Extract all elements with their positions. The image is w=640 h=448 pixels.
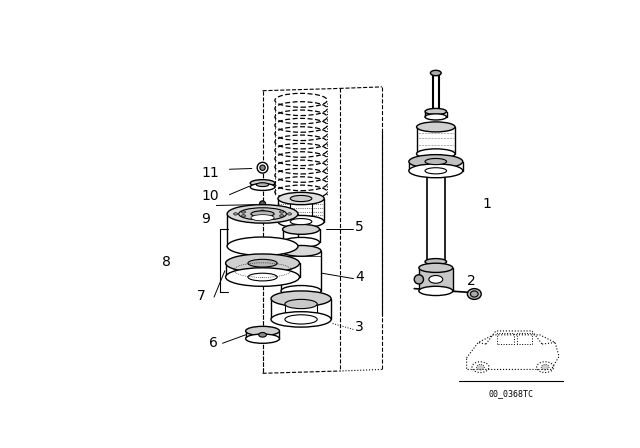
Ellipse shape bbox=[291, 219, 312, 225]
Ellipse shape bbox=[260, 165, 265, 170]
Ellipse shape bbox=[246, 326, 280, 336]
Text: 8: 8 bbox=[163, 254, 172, 269]
Ellipse shape bbox=[260, 215, 264, 218]
Ellipse shape bbox=[248, 273, 277, 281]
Text: 5: 5 bbox=[355, 220, 364, 234]
Text: 7: 7 bbox=[197, 289, 206, 303]
Ellipse shape bbox=[425, 114, 447, 120]
Ellipse shape bbox=[241, 211, 245, 213]
Ellipse shape bbox=[271, 312, 331, 327]
Ellipse shape bbox=[278, 215, 324, 228]
Ellipse shape bbox=[425, 168, 447, 174]
Ellipse shape bbox=[278, 192, 324, 205]
Ellipse shape bbox=[260, 210, 264, 212]
Ellipse shape bbox=[417, 122, 455, 132]
Ellipse shape bbox=[285, 315, 317, 324]
Ellipse shape bbox=[281, 285, 321, 296]
Text: 00_0368TC: 00_0368TC bbox=[488, 389, 533, 398]
Ellipse shape bbox=[280, 211, 284, 213]
Ellipse shape bbox=[291, 195, 312, 202]
Text: 10: 10 bbox=[201, 189, 219, 203]
Ellipse shape bbox=[281, 246, 321, 256]
Ellipse shape bbox=[287, 213, 291, 215]
Ellipse shape bbox=[271, 291, 331, 306]
Ellipse shape bbox=[259, 332, 266, 337]
Ellipse shape bbox=[429, 276, 443, 283]
Text: 6: 6 bbox=[209, 336, 218, 349]
Ellipse shape bbox=[425, 265, 447, 271]
Ellipse shape bbox=[425, 159, 447, 165]
Ellipse shape bbox=[227, 237, 298, 255]
Ellipse shape bbox=[251, 215, 274, 221]
Ellipse shape bbox=[250, 180, 275, 186]
Text: 1: 1 bbox=[482, 197, 491, 211]
Ellipse shape bbox=[283, 237, 319, 247]
Ellipse shape bbox=[280, 215, 284, 217]
Text: 3: 3 bbox=[355, 320, 364, 334]
Ellipse shape bbox=[425, 258, 447, 265]
Ellipse shape bbox=[239, 208, 287, 220]
Bar bbox=[419, 268, 452, 291]
Ellipse shape bbox=[285, 299, 317, 309]
Ellipse shape bbox=[419, 263, 452, 272]
Ellipse shape bbox=[257, 162, 268, 173]
Ellipse shape bbox=[419, 286, 452, 296]
Ellipse shape bbox=[431, 70, 441, 76]
Ellipse shape bbox=[250, 184, 275, 190]
Ellipse shape bbox=[259, 201, 266, 207]
Ellipse shape bbox=[425, 108, 447, 115]
Ellipse shape bbox=[225, 268, 300, 286]
Ellipse shape bbox=[241, 215, 245, 217]
Ellipse shape bbox=[283, 224, 319, 234]
Ellipse shape bbox=[477, 365, 484, 370]
Ellipse shape bbox=[227, 205, 298, 223]
Ellipse shape bbox=[541, 365, 549, 370]
Ellipse shape bbox=[246, 334, 280, 343]
Text: 4: 4 bbox=[355, 270, 364, 284]
Ellipse shape bbox=[409, 155, 463, 168]
Ellipse shape bbox=[414, 275, 424, 284]
Ellipse shape bbox=[467, 289, 481, 299]
Ellipse shape bbox=[225, 254, 300, 272]
Text: 9: 9 bbox=[201, 212, 210, 226]
Ellipse shape bbox=[251, 211, 274, 217]
Text: 2: 2 bbox=[467, 274, 476, 288]
Ellipse shape bbox=[409, 164, 463, 178]
Ellipse shape bbox=[257, 183, 269, 186]
Ellipse shape bbox=[470, 291, 478, 297]
Ellipse shape bbox=[417, 149, 455, 159]
Ellipse shape bbox=[234, 213, 237, 215]
Text: 11: 11 bbox=[201, 166, 219, 180]
Ellipse shape bbox=[248, 259, 277, 267]
